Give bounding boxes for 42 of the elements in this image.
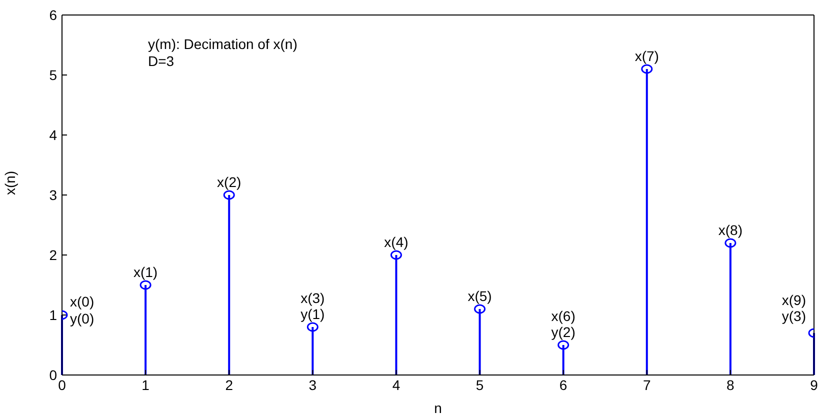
annotation: x(5)	[468, 288, 492, 304]
x-axis-title: n	[434, 400, 442, 415]
point	[558, 340, 570, 350]
y-tick-label: 3	[49, 186, 58, 203]
x-tick-label: 5	[476, 376, 484, 393]
annotation: x(6)	[551, 308, 576, 324]
point	[306, 322, 318, 332]
y-tick-label: 2	[49, 246, 58, 263]
annotation: y(2)	[551, 324, 576, 340]
point	[641, 64, 653, 74]
y-tick-label: 5	[49, 66, 58, 83]
annotation: x(0)	[70, 294, 94, 310]
annotation: x(7)	[634, 48, 659, 64]
point	[474, 304, 486, 314]
annotation: y(3)	[782, 308, 806, 324]
annotation: y(m): Decimation of x(n)	[148, 36, 298, 52]
x-tick-label: 2	[225, 376, 234, 393]
point	[140, 280, 152, 290]
x-tick-label: 4	[392, 376, 400, 393]
annotation: y(0)	[70, 310, 94, 326]
y-tick-label: 1	[49, 306, 58, 323]
x-tick-label: 9	[810, 376, 818, 393]
x-tick-label: 3	[308, 376, 317, 393]
y-tick-label: 4	[49, 126, 58, 143]
annotation: y(1)	[300, 306, 325, 322]
annotation: D=3	[148, 53, 174, 69]
annotation: x(1)	[133, 264, 158, 280]
point	[223, 190, 235, 200]
x-tick-label: 6	[559, 376, 568, 393]
x-tick-label: 1	[142, 376, 150, 393]
annotation: x(2)	[217, 174, 242, 190]
y-tick-label: 6	[49, 6, 58, 23]
x-tick-label: 7	[642, 376, 651, 393]
annotation: x(8)	[718, 222, 743, 238]
point	[390, 250, 402, 260]
point	[724, 238, 736, 248]
annotation: x(4)	[384, 234, 408, 250]
annotation: x(9)	[782, 292, 806, 308]
y-tick-label: 0	[49, 366, 58, 383]
y-axis-title: x(n)	[2, 170, 18, 195]
x-tick-label: 8	[726, 376, 735, 393]
annotation: x(3)	[300, 290, 325, 306]
